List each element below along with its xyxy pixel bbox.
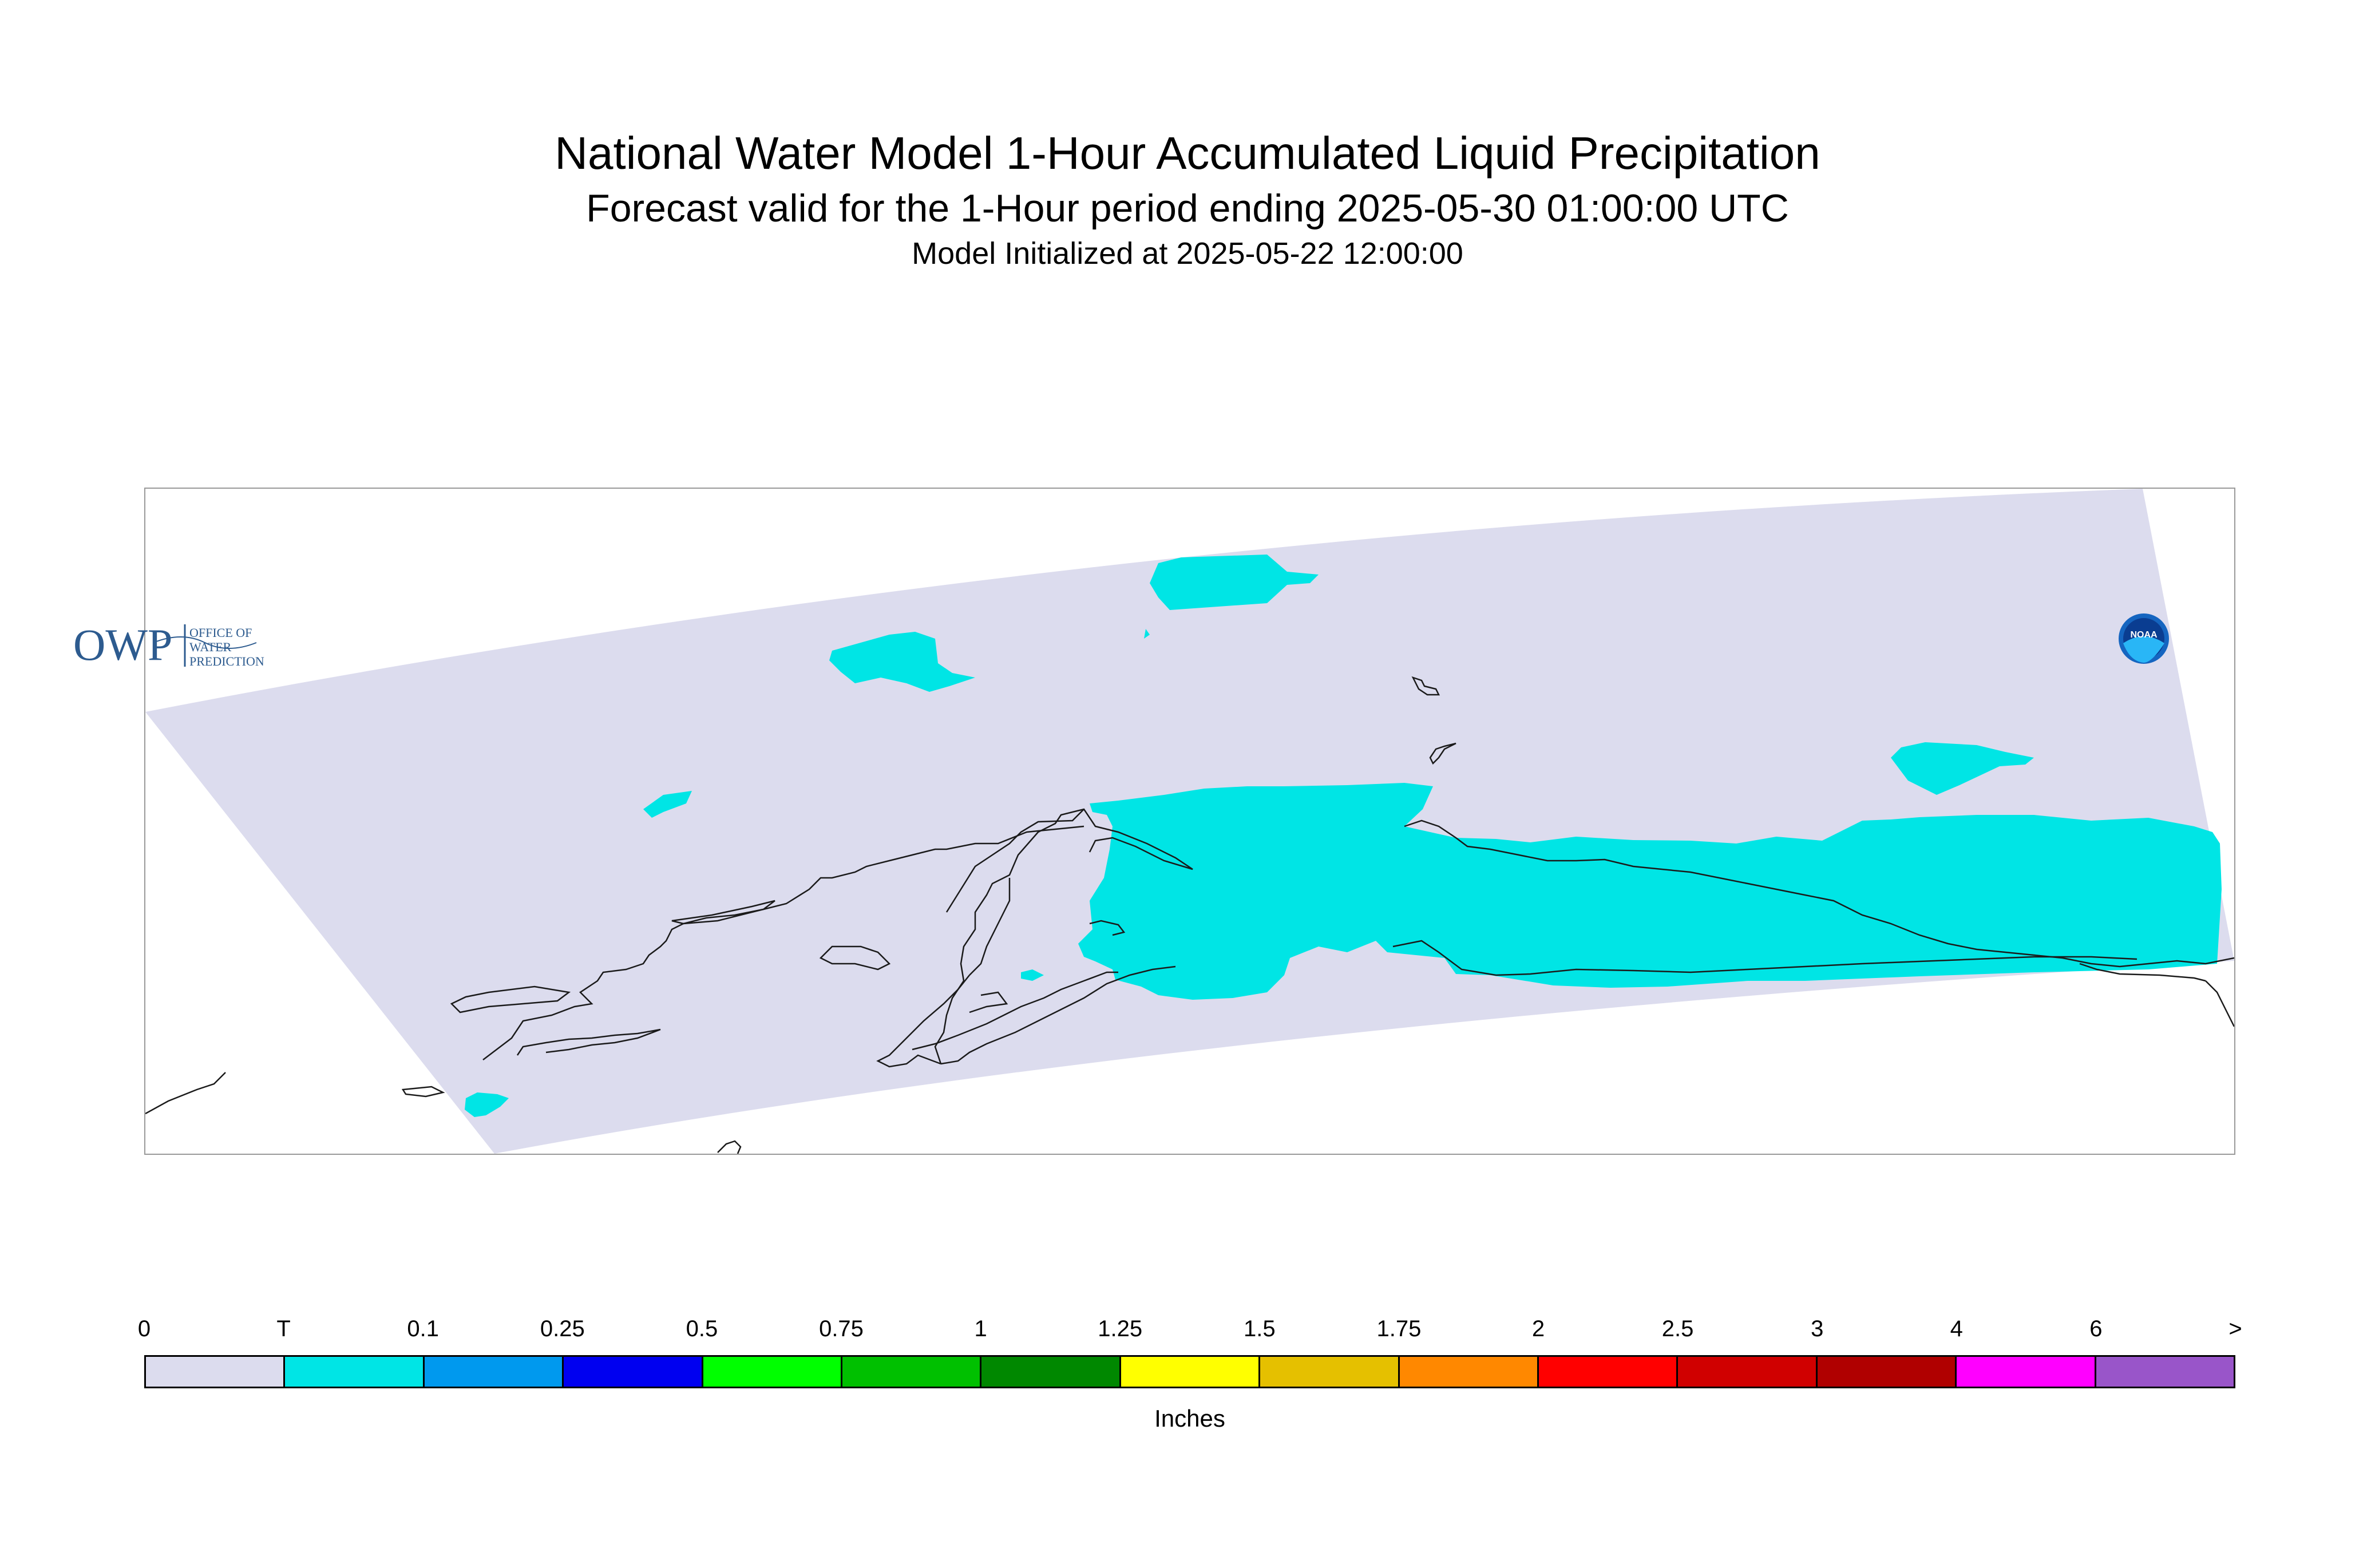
- precipitation-map: [145, 489, 2234, 1154]
- legend-tick-label: 0.1: [407, 1316, 439, 1341]
- legend-swatch: [1121, 1357, 1261, 1387]
- noaa-text: NOAA: [2130, 630, 2158, 640]
- noaa-logo-graphic: NOAA: [2119, 613, 2169, 664]
- legend-swatch: [1260, 1357, 1400, 1387]
- owp-wave-icon: [153, 636, 257, 649]
- legend-swatch: [564, 1357, 703, 1387]
- legend-swatch: [2096, 1357, 2234, 1387]
- owp-logo: OWP OFFICE OF WATER PREDICTION: [73, 620, 325, 674]
- legend-tick-label: 0: [137, 1316, 151, 1341]
- coastline: [1392, 940, 2138, 976]
- precip-areas: [465, 555, 2222, 1117]
- coastline: [516, 1028, 661, 1056]
- legend-tick-label: T: [276, 1316, 291, 1341]
- legend-tick-label: 0.25: [540, 1316, 585, 1341]
- coastline: [940, 965, 1176, 1065]
- precip-area: [1150, 555, 1319, 610]
- legend-swatch: [146, 1357, 286, 1387]
- legend-swatch: [1957, 1357, 2096, 1387]
- map-title: National Water Model 1-Hour Accumulated …: [555, 128, 1820, 179]
- legend-swatch: [285, 1357, 425, 1387]
- legend-units-label: Inches: [1154, 1405, 1225, 1432]
- owp-mark: OWP: [73, 620, 172, 670]
- coastline: [671, 900, 775, 925]
- legend-tick-label: 6: [2089, 1316, 2103, 1341]
- coastline: [969, 991, 1008, 1013]
- coastline: [2079, 963, 2206, 982]
- precip-area: [643, 791, 692, 818]
- legend-tick-label: >: [2228, 1316, 2242, 1341]
- owp-text-line1: OFFICE OF: [189, 625, 252, 640]
- legend-colorbar: [144, 1355, 2235, 1388]
- coastline: [819, 945, 891, 971]
- coastline: [482, 825, 1084, 1060]
- coastline: [1089, 920, 1126, 936]
- coastline: [1429, 742, 1456, 765]
- precip-area: [1891, 742, 2034, 795]
- coastline: [401, 1086, 445, 1098]
- coastline: [912, 971, 1118, 1051]
- precip-area: [1144, 629, 1150, 639]
- coastline: [876, 975, 970, 1068]
- precip-area: [465, 1092, 509, 1117]
- forecast-valid-subtitle: Forecast valid for the 1-Hour period end…: [586, 187, 1789, 230]
- legend-swatch: [842, 1357, 982, 1387]
- coastline: [450, 985, 571, 1013]
- precip-area: [1078, 783, 2222, 1000]
- legend-swatch: [424, 1357, 564, 1387]
- legend-tick-label: 1.5: [1243, 1316, 1276, 1341]
- owp-text-line3: PREDICTION: [189, 654, 264, 668]
- legend-tick-label: 1.25: [1098, 1316, 1143, 1341]
- legend-tick-label: 1.75: [1376, 1316, 1422, 1341]
- owp-logo-graphic: OWP OFFICE OF WATER PREDICTION: [73, 620, 264, 670]
- map-panel: [144, 488, 2235, 1155]
- legend-swatch: [1539, 1357, 1679, 1387]
- coastline: [2205, 980, 2234, 1027]
- coastlines: [145, 676, 2234, 1154]
- coastline: [1411, 676, 1440, 696]
- coastline: [945, 809, 1084, 913]
- coastline: [717, 1140, 742, 1154]
- model-init-line: Model Initialized at 2025-05-22 12:00:00: [912, 236, 1463, 271]
- legend-tick-label: 2: [1531, 1316, 1545, 1341]
- legend-tick-label: 3: [1811, 1316, 1824, 1341]
- noaa-logo: NOAA: [2117, 612, 2170, 668]
- noaa-gull-icon: [2123, 636, 2164, 663]
- precip-legend: 0 T 0.1 0.25 0.5 0.75 1 1.25 1.5 1.75 2 2.5 3 4 6 > Inc…: [138, 1316, 2242, 1442]
- legend-tick-label: 0.5: [686, 1316, 718, 1341]
- precip-area: [1021, 969, 1044, 981]
- legend-tick-label: 2.5: [1661, 1316, 1694, 1341]
- coastline: [145, 1072, 226, 1115]
- legend-swatch: [1678, 1357, 1818, 1387]
- owp-text-line2: WATER: [189, 640, 232, 654]
- legend-tick-label: 1: [974, 1316, 987, 1341]
- legend-tick-label: 0.75: [819, 1316, 864, 1341]
- legend-swatch: [703, 1357, 843, 1387]
- legend-tick-label: 4: [1950, 1316, 1963, 1341]
- precip-area: [829, 632, 975, 692]
- legend-swatch: [1817, 1357, 1957, 1387]
- coastline: [969, 878, 1011, 976]
- legend-swatch: [1399, 1357, 1539, 1387]
- legend-swatch: [981, 1357, 1121, 1387]
- coastline: [1404, 819, 2234, 968]
